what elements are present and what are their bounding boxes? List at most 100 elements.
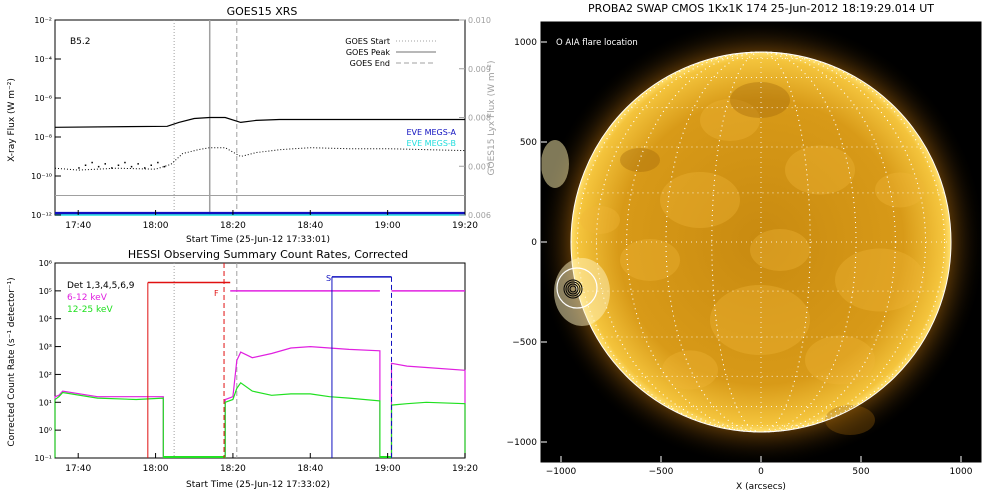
hessi-x-tick-label: 18:40 [297, 464, 323, 474]
goes-short-dot [104, 163, 106, 165]
goes-short-dot [157, 161, 159, 164]
swap-y-tick-label: −1000 [507, 438, 538, 448]
goes-xlabel: Start Time (25-Jun-12 17:33:01) [186, 235, 330, 245]
hessi-x-tick-label: 19:20 [452, 464, 478, 474]
contour-1 [563, 279, 583, 299]
sun-bright-region [700, 99, 760, 141]
swap-y-tick-label: −500 [512, 338, 537, 348]
limb-brightening [541, 140, 569, 188]
goes-y-tick-label: 10⁻⁶ [34, 94, 52, 103]
swap-image [541, 22, 981, 462]
sun-dark-region [730, 82, 790, 118]
hessi-y-tick-label: 10⁰ [39, 426, 52, 435]
goes-legend-end: GOES End [350, 59, 390, 68]
hessi-x-tick-label: 18:20 [220, 464, 246, 474]
hessi-x-tick-label: 18:00 [143, 464, 169, 474]
sun-dark-region [620, 148, 660, 172]
swap-title: PROBA2 SWAP CMOS 1Kx1K 174 25-Jun-2012 1… [588, 2, 934, 15]
goes-legend-peak: GOES Peak [346, 48, 391, 57]
swap-y-tick-label: 500 [520, 138, 537, 148]
sun-dark-region [825, 405, 875, 435]
goes-x-tick-label: 19:20 [452, 221, 478, 231]
goes-short-dot [150, 164, 152, 166]
goes-short-dot [97, 165, 100, 168]
sun-bright-region [785, 145, 855, 195]
sun-bright-region [660, 172, 740, 228]
sun-bright-region [875, 172, 925, 208]
hessi-panel: HESSI Observing Summary Count Rates, Cor… [7, 248, 478, 490]
hessi-ylabel: Corrected Count Rate (s⁻¹ detector⁻¹) [7, 277, 17, 446]
goes-x-tick-label: 17:40 [65, 221, 91, 231]
goes-class-label: B5.2 [70, 37, 91, 47]
goes-short-dot [144, 167, 146, 169]
goes-plot-content [54, 20, 466, 216]
goes-short-dot [124, 161, 126, 164]
swap-panel: PROBA2 SWAP CMOS 1Kx1K 174 25-Jun-2012 1… [507, 2, 982, 492]
swap-x-tick-label: 0 [758, 467, 764, 477]
eve-megs-a-label: EVE MEGS-A [406, 128, 456, 137]
goes-y-tick-label: 10⁻⁸ [34, 133, 52, 142]
goes-plot-frame [54, 19, 466, 216]
hessi-legend-12-25: 12-25 keV [67, 305, 113, 315]
hessi-marker-s: S [326, 274, 331, 283]
hessi-12-25-kev-line [54, 391, 164, 458]
hessi-6-12-kev-line [224, 345, 381, 458]
goes-short-dot [84, 164, 87, 166]
goes-short-dot [117, 164, 120, 166]
goes-y2-tick-label: 0.007 [468, 162, 491, 171]
sun-bright-region [710, 285, 810, 355]
hessi-y-tick-label: 10³ [39, 343, 52, 352]
hessi-y-tick-label: 10¹ [39, 398, 52, 407]
hessi-6-12-kev-line [54, 390, 164, 458]
goes-ylabel-left: X-ray Flux (W m⁻²) [7, 78, 17, 162]
swap-x-ticks: −1000 −500 0 500 1000 [546, 456, 973, 477]
sun-bright-region [662, 350, 718, 390]
goes-y2-tick-label: 0.010 [468, 16, 491, 25]
swap-x-tick-label: 1000 [950, 467, 973, 477]
hessi-x-tick-label: 19:00 [375, 464, 401, 474]
hessi-y-tick-label: 10⁴ [39, 315, 52, 324]
hessi-x-tick-label: 17:40 [65, 464, 91, 474]
sun-bright-region [835, 248, 925, 312]
goes-short-dot [111, 167, 113, 169]
goes-legend: GOES Start GOES Peak GOES End [345, 37, 436, 68]
goes-y2-tick-label: 0.009 [468, 65, 491, 74]
goes-long-channel-line [54, 116, 465, 128]
hessi-y-ticks: 10⁶ 10⁵ 10⁴ 10³ 10² 10¹ 10⁰ 10⁻¹ [34, 259, 61, 463]
hessi-marker-f: F [214, 289, 219, 298]
grid-meridian [595, 51, 927, 433]
goes-x-tick-label: 19:00 [375, 221, 401, 231]
goes-y-ticks-right: 0.010 0.009 0.008 0.007 0.006 [459, 16, 491, 220]
swap-legend: O AIA flare location [556, 38, 638, 48]
sun-texture [580, 82, 925, 435]
hessi-12-25-kev-line [224, 381, 381, 458]
contour-2 [565, 281, 581, 297]
hessi-title: HESSI Observing Summary Count Rates, Cor… [128, 248, 408, 261]
goes-short-dot [78, 167, 80, 169]
hessi-plot-content [54, 263, 466, 458]
hessi-legend-det: Det 1,3,4,5,6,9 [67, 281, 135, 291]
goes-short-dot [137, 163, 139, 165]
sun-bright-region [805, 335, 875, 385]
goes-y-tick-label: 10⁻¹² [31, 211, 52, 220]
goes-y2-tick-label: 0.006 [468, 211, 491, 220]
aia-flare-contours [563, 279, 583, 299]
goes-panel: GOES15 XRS B5.2 GOES Start GOES Peak GOE… [7, 5, 497, 245]
hessi-plot-frame [54, 262, 466, 459]
hessi-xlabel: Start Time (25-Jun-12 17:33:02) [186, 480, 330, 490]
goes-y2-tick-label: 0.008 [468, 114, 491, 123]
goes-x-tick-label: 18:20 [220, 221, 246, 231]
goes-short-dot [163, 165, 166, 168]
eve-megs-b-label: EVE MEGS-B [407, 139, 456, 148]
goes-y-tick-label: 10⁻¹⁰ [31, 172, 52, 181]
swap-y-tick-label: 0 [531, 238, 537, 248]
goes-x-ticks: 17:40 18:00 18:20 18:40 19:00 19:20 [65, 210, 478, 231]
hessi-y-tick-label: 10⁵ [39, 287, 52, 296]
hessi-x-ticks: 17:40 18:00 18:20 18:40 19:00 19:20 [65, 453, 478, 474]
goes-y-ticks-left: 10⁻² 10⁻⁴ 10⁻⁶ 10⁻⁸ 10⁻¹⁰ 10⁻¹² [31, 16, 61, 220]
hessi-legend-6-12: 6-12 keV [67, 293, 108, 303]
hessi-y-tick-label: 10² [39, 370, 52, 379]
swap-y-ticks: 1000 500 0 −500 −1000 [507, 38, 547, 448]
goes-y-tick-label: 10⁻⁴ [34, 55, 52, 64]
